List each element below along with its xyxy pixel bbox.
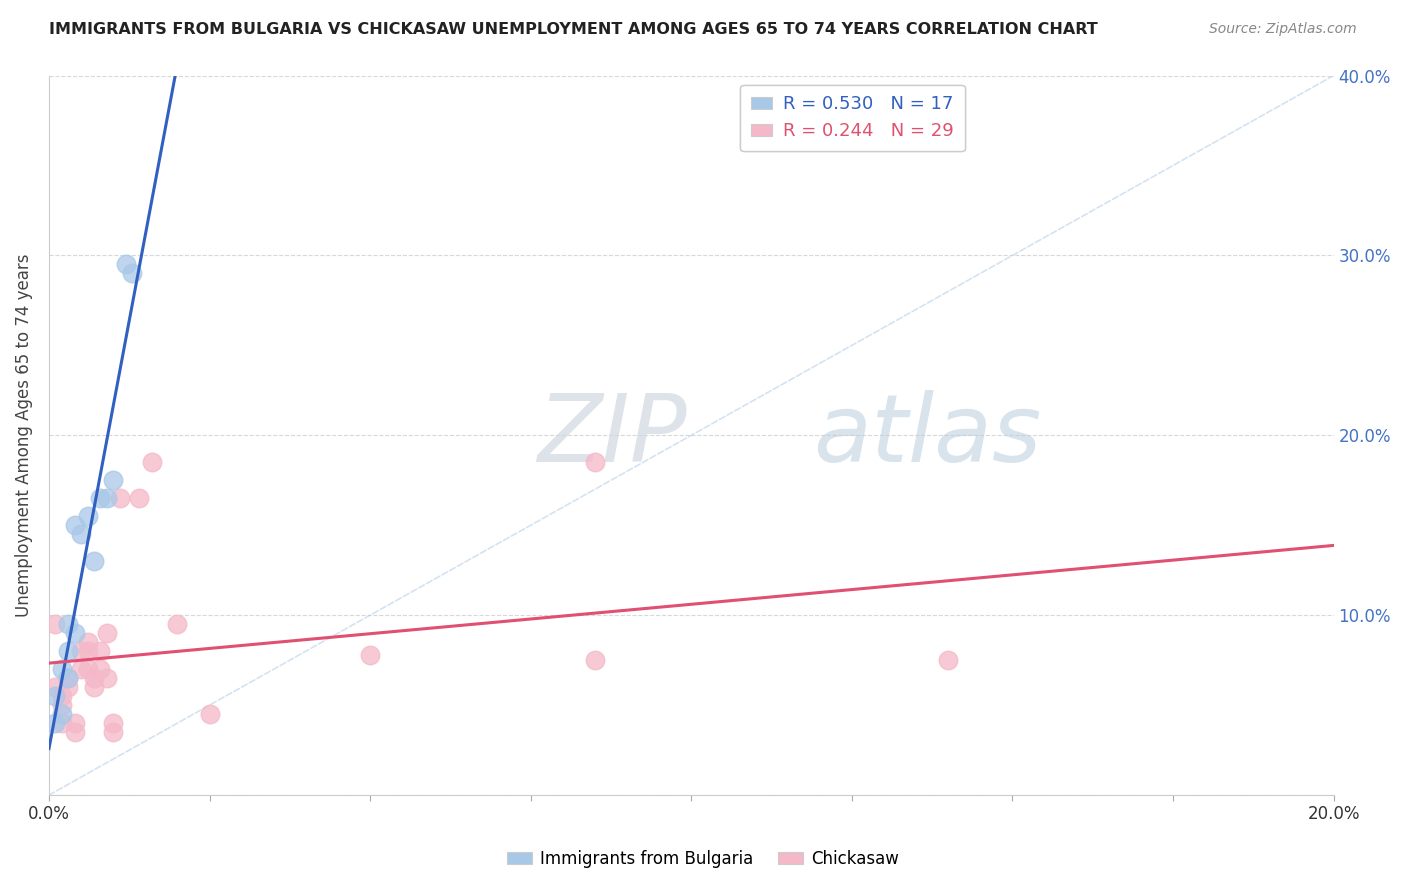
Text: Source: ZipAtlas.com: Source: ZipAtlas.com xyxy=(1209,22,1357,37)
Point xyxy=(128,491,150,506)
Point xyxy=(96,491,118,506)
Point xyxy=(83,680,105,694)
Point xyxy=(76,662,98,676)
Point xyxy=(63,716,86,731)
Y-axis label: Unemployment Among Ages 65 to 74 years: Unemployment Among Ages 65 to 74 years xyxy=(15,253,32,617)
Point xyxy=(44,617,66,632)
Point xyxy=(141,455,163,469)
Point xyxy=(359,648,381,662)
Point xyxy=(103,473,125,487)
Point xyxy=(76,635,98,649)
Point xyxy=(44,689,66,703)
Point xyxy=(83,671,105,685)
Point xyxy=(44,680,66,694)
Point xyxy=(103,716,125,731)
Legend: R = 0.530   N = 17, R = 0.244   N = 29: R = 0.530 N = 17, R = 0.244 N = 29 xyxy=(740,85,965,152)
Point xyxy=(58,671,80,685)
Point xyxy=(76,644,98,658)
Point xyxy=(89,491,111,506)
Point xyxy=(115,257,138,271)
Point xyxy=(58,671,80,685)
Point xyxy=(70,644,93,658)
Point xyxy=(70,662,93,676)
Point xyxy=(89,644,111,658)
Text: IMMIGRANTS FROM BULGARIA VS CHICKASAW UNEMPLOYMENT AMONG AGES 65 TO 74 YEARS COR: IMMIGRANTS FROM BULGARIA VS CHICKASAW UN… xyxy=(49,22,1098,37)
Point xyxy=(58,644,80,658)
Point xyxy=(166,617,188,632)
Point xyxy=(583,455,606,469)
Point xyxy=(51,716,73,731)
Point xyxy=(51,689,73,703)
Point xyxy=(121,266,143,280)
Point xyxy=(51,662,73,676)
Point xyxy=(108,491,131,506)
Point xyxy=(51,707,73,722)
Point xyxy=(76,509,98,524)
Point xyxy=(198,707,221,722)
Point xyxy=(44,716,66,731)
Point xyxy=(63,518,86,533)
Point xyxy=(51,698,73,712)
Point xyxy=(936,653,959,667)
Text: ZIP: ZIP xyxy=(537,390,686,481)
Point xyxy=(63,725,86,739)
Point xyxy=(103,725,125,739)
Point xyxy=(96,671,118,685)
Point xyxy=(83,554,105,568)
Point xyxy=(58,680,80,694)
Point xyxy=(70,527,93,541)
Text: atlas: atlas xyxy=(813,390,1042,481)
Legend: Immigrants from Bulgaria, Chickasaw: Immigrants from Bulgaria, Chickasaw xyxy=(501,844,905,875)
Point xyxy=(63,626,86,640)
Point xyxy=(96,626,118,640)
Point xyxy=(583,653,606,667)
Point xyxy=(58,617,80,632)
Point xyxy=(89,662,111,676)
